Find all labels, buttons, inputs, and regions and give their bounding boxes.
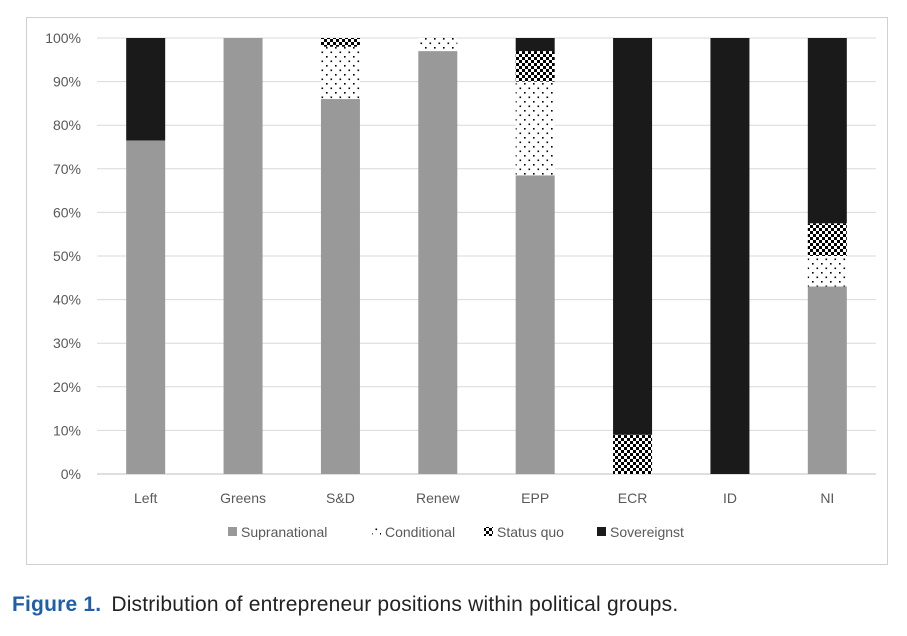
bar-segment (223, 38, 263, 474)
bar-segment (126, 140, 166, 474)
legend-swatch (228, 527, 237, 536)
y-tick-label: 70% (53, 161, 81, 177)
bar-segment (710, 38, 750, 474)
bar-segment (418, 51, 458, 475)
y-tick-label: 20% (53, 379, 81, 395)
x-tick-label: ECR (618, 490, 648, 506)
legend-label: Status quo (497, 524, 564, 540)
bar-segment (126, 38, 166, 141)
figure-caption: Figure 1. Distribution of entrepreneur po… (12, 593, 678, 617)
bar-segment (613, 38, 653, 435)
bar-segment (515, 175, 555, 474)
y-tick-label: 40% (53, 292, 81, 308)
chart-frame: 0% 10% 20% 30% 40% 50% 60% 70% 80% 90% 100% Left Gre… (26, 17, 888, 565)
legend-label: Conditional (385, 524, 455, 540)
legend-label: Supranational (241, 524, 327, 540)
legend-swatch (484, 527, 493, 536)
legend-label: Sovereignst (610, 524, 684, 540)
x-tick-label: ID (723, 490, 737, 506)
x-tick-label: Greens (220, 490, 266, 506)
bar-segment (807, 256, 847, 287)
y-tick-label: 10% (53, 422, 81, 438)
y-tick-label: 0% (61, 466, 81, 482)
bar-segment (320, 38, 360, 47)
bar-segment (515, 38, 555, 52)
bar-segment (807, 286, 847, 474)
y-tick-label: 80% (53, 117, 81, 133)
bar-segment (515, 51, 555, 82)
bar-segment (613, 434, 653, 474)
y-tick-label: 90% (53, 74, 81, 90)
y-tick-label: 50% (53, 248, 81, 264)
bar-segment (807, 223, 847, 256)
stacked-bar-chart: 0% 10% 20% 30% 40% 50% 60% 70% 80% 90% 100% Left Gre… (45, 30, 876, 540)
bar-segment (418, 38, 458, 52)
legend-swatch (597, 527, 606, 536)
x-tick-label: S&D (326, 490, 355, 506)
y-tick-label: 60% (53, 204, 81, 220)
x-tick-label: Left (134, 490, 157, 506)
y-tick-label: 100% (45, 30, 81, 46)
bar-segment (515, 81, 555, 176)
x-tick-label: Renew (416, 490, 460, 506)
bar-segment (320, 99, 360, 474)
caption-label: Figure 1. (12, 593, 102, 616)
caption-text: Distribution of entrepreneur positions w… (111, 593, 679, 616)
bar-segment (320, 46, 360, 100)
bar-segment (807, 38, 847, 224)
y-tick-label: 30% (53, 335, 81, 351)
x-tick-label: EPP (521, 490, 549, 506)
legend-swatch (372, 527, 381, 536)
x-tick-label: NI (820, 490, 834, 506)
